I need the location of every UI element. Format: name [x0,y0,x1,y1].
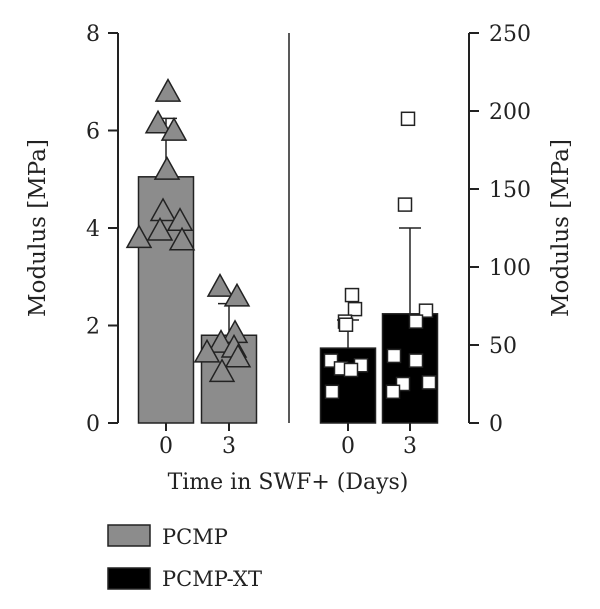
data-point-square [397,197,413,212]
data-point-triangle [154,77,182,102]
x-tick-label: 3 [403,434,417,459]
right-tick-label: 50 [489,334,517,359]
data-point-triangle [193,338,221,363]
data-point-triangle [149,197,177,222]
bar-pcmp-xt-day3 [381,313,439,424]
legend-swatch-pcmp-xt [107,567,151,590]
data-point-square [338,317,354,332]
data-point-square [347,301,363,317]
data-point-triangle [146,216,174,241]
left-tick-label: 0 [86,412,100,437]
right-tick-label: 100 [489,256,531,281]
data-point-triangle [206,272,234,297]
data-point-triangle [223,282,251,307]
right-axis-label: Modulus [MPa] [548,139,574,317]
legend: PCMP PCMP-XT [107,524,262,591]
legend-label-pcmp-xt: PCMP-XT [162,567,262,591]
right-tick-label: 250 [489,22,531,47]
data-point-square [408,314,424,329]
data-point-triangle [125,224,153,249]
left-tick-label: 4 [86,217,100,242]
data-point-square [418,303,434,318]
data-point-triangle [144,109,172,134]
x-tick-label: 3 [222,434,236,459]
right-tick-label: 200 [489,100,531,125]
data-point-square [400,111,416,127]
data-point-square [324,384,340,400]
data-point-triangle [153,155,181,180]
left-axis: 0 2 4 6 8 Modulus [MPa] [25,22,119,437]
data-point-triangle [208,358,236,383]
left-tick-label: 8 [86,22,100,47]
left-tick-label: 2 [86,315,100,340]
right-tick-label: 150 [489,178,531,203]
data-point-triangle [160,116,188,141]
legend-swatch-pcmp [107,524,151,547]
data-point-square [421,375,437,390]
data-point-triangle [168,226,196,251]
right-tick-label: 0 [489,412,503,437]
data-point-square [385,384,401,400]
x-axis-label: Time in SWF+ (Days) [168,470,409,495]
data-point-square [344,287,360,303]
right-axis: 0 50 100 150 200 250 Modulus [MPa] [468,22,574,437]
data-point-square [408,353,424,368]
legend-label-pcmp: PCMP [162,525,228,549]
data-point-square [343,362,359,378]
data-point-square [386,348,402,364]
x-tick-label: 0 [159,434,173,459]
x-tick-label: 0 [341,434,355,459]
data-point-triangle [224,343,252,368]
left-axis-label: Modulus [MPa] [25,139,51,317]
left-tick-label: 6 [86,120,100,145]
